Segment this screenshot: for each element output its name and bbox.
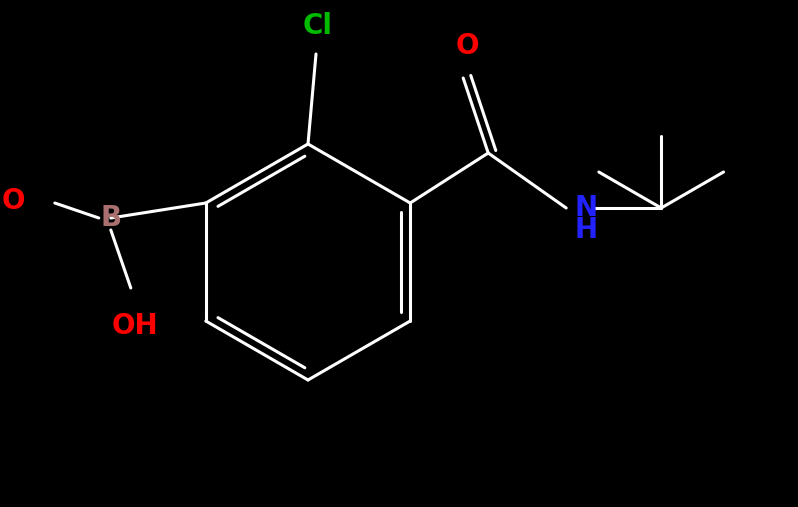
Text: H: H xyxy=(575,216,598,244)
Text: Cl: Cl xyxy=(303,12,333,40)
Text: O: O xyxy=(456,32,479,60)
Text: N: N xyxy=(575,194,598,222)
Text: O: O xyxy=(2,187,25,215)
Text: B: B xyxy=(101,204,121,232)
Text: OH: OH xyxy=(112,312,158,340)
